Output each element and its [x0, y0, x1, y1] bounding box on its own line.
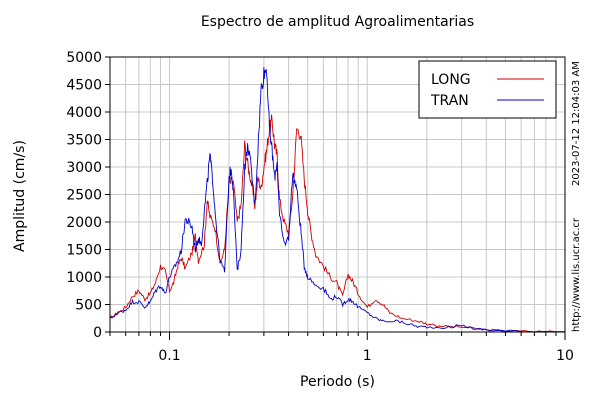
url-stamp: http://www.lis.ucr.ac.cr	[571, 218, 582, 332]
y-tick-label: 5000	[66, 50, 102, 66]
y-tick-label: 4500	[66, 78, 102, 94]
y-tick-label: 0	[93, 325, 102, 341]
y-tick-label: 3500	[66, 133, 102, 149]
chart-title: Espectro de amplitud Agroalimentarias	[200, 14, 475, 30]
y-tick-label: 2000	[66, 215, 102, 231]
series-line-tran	[109, 67, 566, 333]
y-tick-label: 3000	[66, 160, 102, 176]
legend-label-tran: TRAN	[430, 93, 469, 109]
legend-label-long: LONG	[431, 72, 471, 88]
x-tick-label: 0.1	[158, 348, 180, 364]
x-tick-label: 10	[556, 348, 574, 364]
axis-ticks: 0 500 1000 1500 2000 2500 3000 3500 4000 4500 5000…	[66, 50, 574, 364]
legend: LONG TRAN	[418, 60, 557, 119]
y-axis-label: Amplitud (cm/s)	[12, 140, 28, 252]
series-layer	[109, 67, 566, 333]
series-line-long	[109, 114, 566, 333]
y-tick-label: 1000	[66, 270, 102, 286]
y-tick-label: 500	[75, 298, 102, 314]
y-tick-label: 1500	[66, 243, 102, 259]
y-tick-label: 2500	[66, 188, 102, 204]
legend-box	[418, 60, 557, 119]
timestamp-stamp: 2023-07-12 12:04:03 AM	[571, 61, 582, 186]
x-axis-label: Periodo (s)	[300, 374, 375, 390]
x-tick-label: 1	[363, 348, 372, 364]
y-tick-label: 4000	[66, 105, 102, 121]
